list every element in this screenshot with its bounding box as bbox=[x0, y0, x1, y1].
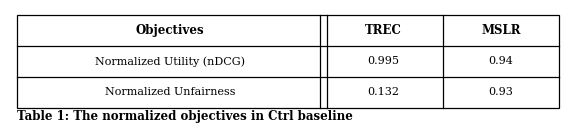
Text: TREC: TREC bbox=[365, 24, 402, 37]
Text: Normalized Utility (nDCG): Normalized Utility (nDCG) bbox=[95, 56, 245, 67]
Text: MSLR: MSLR bbox=[482, 24, 521, 37]
Text: 0.995: 0.995 bbox=[367, 56, 399, 66]
Text: 0.132: 0.132 bbox=[367, 87, 399, 97]
Text: Table 1: The normalized objectives in Ctrl baseline: Table 1: The normalized objectives in Ct… bbox=[17, 110, 353, 123]
Text: Normalized Unfairness: Normalized Unfairness bbox=[105, 87, 236, 97]
Text: 0.94: 0.94 bbox=[488, 56, 513, 66]
Text: Objectives: Objectives bbox=[136, 24, 204, 37]
Text: 0.93: 0.93 bbox=[488, 87, 513, 97]
